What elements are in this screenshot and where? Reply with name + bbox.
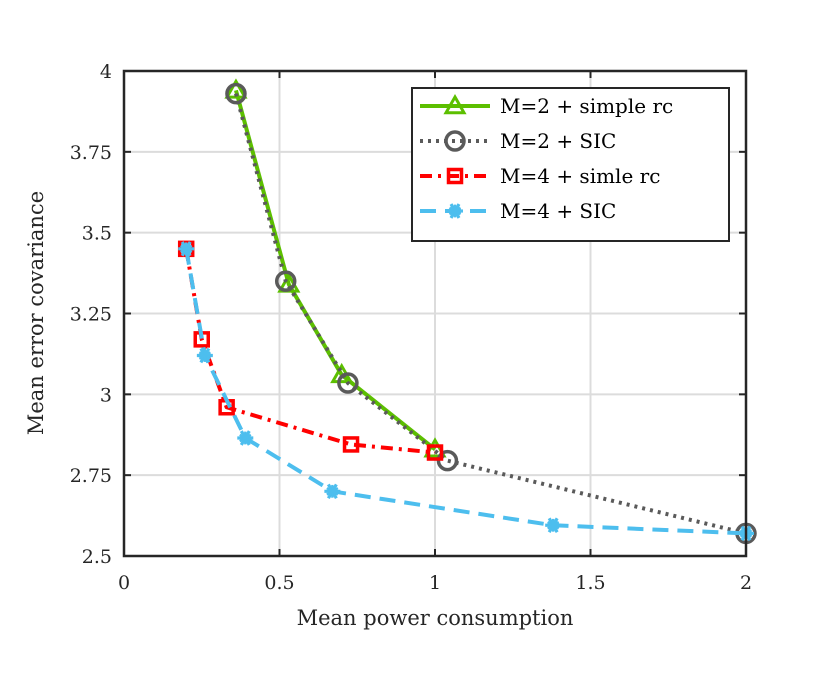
legend-entry: M=2 + SIC [420,129,616,153]
asterisk-stroke [448,206,462,216]
x-tick-label: 2 [740,572,752,594]
y-tick-label: 2.5 [82,546,112,568]
x-tick-label: 1.5 [575,572,605,594]
data-point [324,483,341,500]
y-tick-label: 3.75 [70,142,112,164]
legend-label: M=2 + SIC [500,129,616,153]
x-tick-label: 0.5 [264,572,294,594]
data-point [178,241,195,257]
legend-marker [444,130,466,152]
series-line [184,248,747,536]
data-point [237,430,254,446]
y-tick-label: 2.75 [70,465,112,487]
asterisk-stroke [180,244,193,254]
legend-marker [446,167,464,185]
y-tick-label: 4 [100,61,112,83]
data-point [426,444,444,461]
data-point [337,372,359,394]
legend-entry: M=4 + simle rc [420,164,660,188]
ticks: 0 0.5 1 1.5 2 2.5 2.75 3 3.25 3.5 3.75 4 [70,61,752,594]
y-tick-label: 3.5 [82,223,112,245]
series-3 [178,241,754,542]
legend-entry: M=4 + SIC [420,199,616,223]
data-point [196,347,213,364]
data-point [274,270,297,292]
legend-label: M=4 + SIC [500,199,616,223]
data-point [545,517,562,534]
x-tick-label: 1 [429,572,441,594]
asterisk-stroke [198,351,212,360]
legend-label: M=4 + simle rc [500,164,660,188]
data-point [225,82,247,105]
x-tick-label: 0 [118,572,130,594]
series-group [177,78,757,545]
legend-label: M=2 + simple rc [500,94,673,118]
x-axis-label: Mean power consumption [297,606,574,630]
legend: M=2 + simple rc M=2 + SIC M=4 + simle rc M=… [411,87,730,242]
asterisk-stroke [326,487,339,496]
asterisk-stroke [239,433,252,443]
series-line [234,93,747,536]
y-tick-label: 3.25 [70,304,112,326]
legend-entry: M=2 + simple rc [420,93,673,118]
y-tick-label: 3 [100,384,112,406]
legend-marker [447,203,463,219]
y-axis-label: Mean error covariance [24,191,48,435]
data-point [224,78,248,99]
data-point [342,436,360,453]
asterisk-stroke [547,521,560,530]
legend-marker [443,93,467,115]
